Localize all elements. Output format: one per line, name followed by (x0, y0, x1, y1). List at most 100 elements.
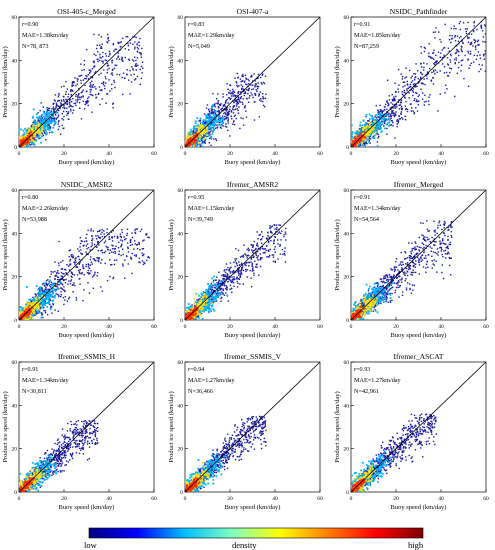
data-point (247, 92, 249, 95)
data-point (258, 94, 261, 96)
data-point (224, 101, 227, 104)
data-point (484, 70, 486, 72)
data-point (359, 130, 362, 133)
data-point (394, 113, 397, 115)
panel-title: OSI-405-c_Merged (57, 7, 116, 16)
data-point (464, 28, 467, 30)
data-point (53, 108, 55, 111)
data-point (97, 92, 100, 95)
data-point (203, 119, 206, 122)
data-point (66, 103, 69, 106)
data-point (138, 41, 140, 43)
data-point (131, 232, 133, 234)
data-point (141, 47, 143, 50)
data-point (226, 111, 229, 114)
data-point (233, 123, 236, 126)
data-point (53, 110, 55, 112)
data-point (425, 75, 428, 77)
data-point (27, 141, 30, 144)
scatter-panel: 0 20 40 600204060OSI-407-ar=0.83MAE=1.29km/… (168, 7, 323, 166)
data-point (434, 31, 437, 33)
data-point (78, 278, 80, 280)
data-point (437, 51, 440, 53)
data-point (39, 308, 41, 310)
data-point (208, 112, 211, 115)
data-point (357, 144, 359, 146)
data-point (455, 57, 457, 59)
data-point (82, 300, 84, 302)
data-point (193, 134, 196, 137)
data-point (104, 76, 107, 78)
data-point (394, 105, 396, 108)
data-point (28, 132, 31, 134)
data-point (137, 64, 139, 67)
data-point (65, 269, 67, 271)
data-point (216, 126, 219, 128)
data-point (91, 235, 93, 237)
data-point (420, 46, 422, 48)
data-point (109, 90, 111, 92)
data-point (216, 120, 218, 123)
data-point (212, 120, 215, 122)
y-tick-label: 60 (178, 15, 184, 21)
data-point (139, 52, 142, 54)
data-point (95, 235, 97, 237)
data-point (372, 135, 375, 138)
data-point (57, 310, 60, 312)
data-point (204, 136, 207, 139)
data-point (41, 312, 43, 314)
data-point (482, 53, 485, 56)
data-point (202, 119, 205, 122)
data-point (117, 56, 119, 59)
data-point (55, 111, 58, 114)
data-point (240, 80, 242, 83)
data-point (209, 118, 212, 120)
data-point (386, 79, 389, 81)
data-point (105, 245, 107, 248)
data-point (432, 77, 434, 79)
data-point (73, 284, 76, 287)
data-point (367, 120, 369, 122)
data-point (392, 98, 395, 100)
data-point (362, 144, 364, 146)
data-point (106, 62, 109, 65)
data-point (60, 103, 63, 105)
data-point (48, 112, 50, 114)
data-point (190, 130, 193, 133)
data-point (31, 116, 34, 119)
data-point (114, 86, 116, 89)
data-point (90, 270, 92, 272)
data-point (217, 118, 219, 121)
data-point (447, 47, 450, 49)
data-point (358, 128, 361, 130)
data-point (41, 287, 43, 290)
data-point (105, 55, 108, 57)
data-point (117, 42, 120, 44)
data-point (113, 235, 116, 238)
data-point (121, 56, 123, 59)
data-point (63, 115, 65, 118)
data-point (386, 118, 389, 121)
data-point (458, 51, 460, 53)
data-point (262, 73, 264, 75)
data-point (133, 248, 135, 250)
data-point (253, 73, 255, 75)
data-point (99, 47, 102, 49)
data-point (61, 283, 64, 285)
data-point (232, 108, 234, 110)
data-point (55, 102, 58, 104)
data-point (446, 57, 449, 59)
data-point (441, 63, 444, 65)
data-point (365, 113, 368, 116)
x-tick-label: 20 (227, 151, 233, 157)
data-point (94, 273, 96, 275)
data-point (368, 121, 371, 124)
data-point (44, 290, 46, 293)
data-point (361, 126, 363, 129)
data-point (213, 114, 215, 117)
data-point (57, 287, 59, 289)
data-point (75, 266, 77, 268)
data-point (448, 50, 450, 52)
data-point (68, 280, 70, 282)
data-point (376, 124, 378, 126)
